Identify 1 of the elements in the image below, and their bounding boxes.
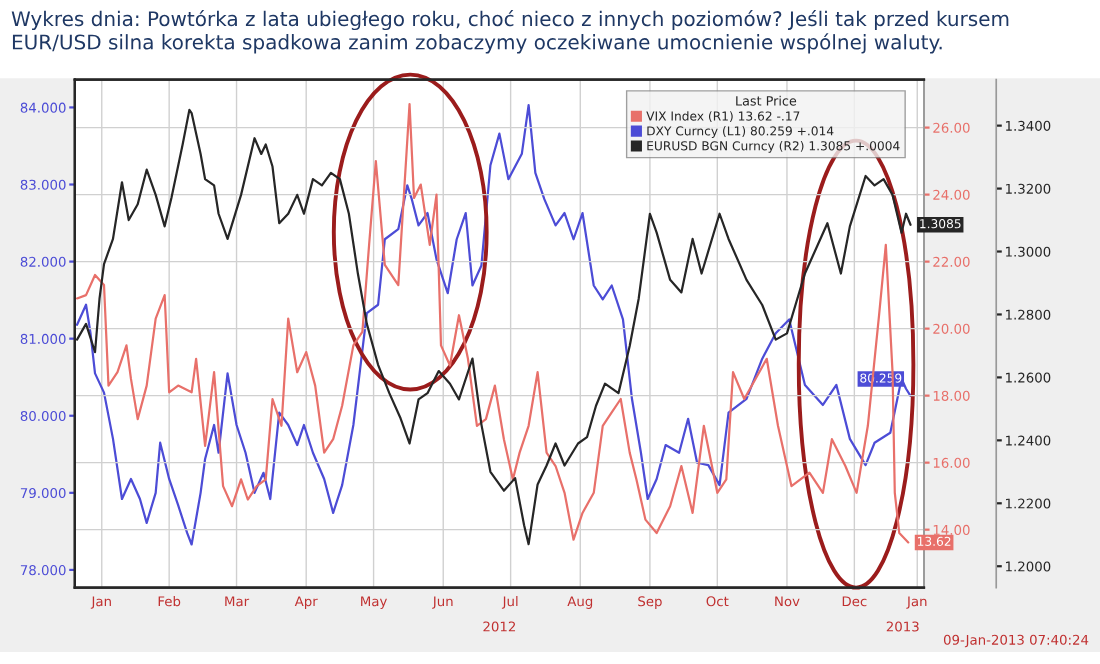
chart-title: Wykres dnia: Powtórka z lata ubiegłego roku, choć nieco z innych poziomów? Jeśli tak przed kursem EUR/USD silna korekta spadkowa zanim zobaczymy oczekiwane umocnienie wspólnej waluty. [11,9,1009,54]
